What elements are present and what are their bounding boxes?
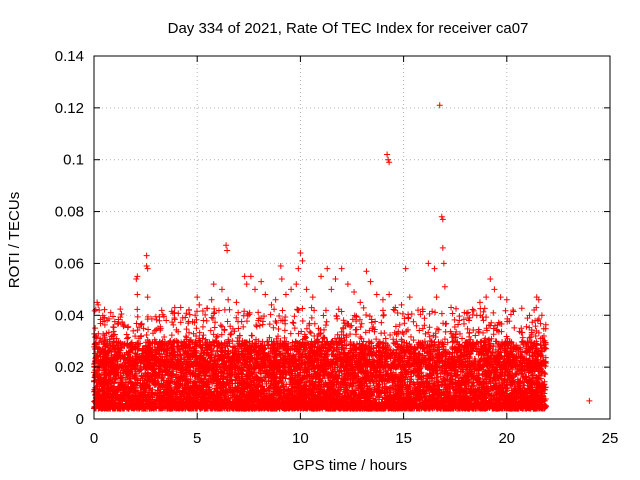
data-point (347, 339, 354, 346)
data-point (368, 339, 375, 346)
grid (94, 56, 610, 419)
data-point (220, 344, 227, 351)
data-point (325, 346, 332, 353)
chart-title: Day 334 of 2021, Rate Of TEC Index for r… (168, 20, 529, 37)
data-points (91, 102, 593, 412)
data-point (406, 341, 413, 348)
